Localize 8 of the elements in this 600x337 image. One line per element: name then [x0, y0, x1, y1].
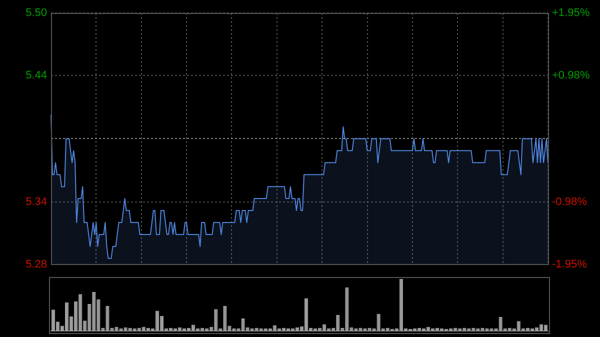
- y2-tick-label: +1.95%: [552, 7, 590, 20]
- y2-tick-label: -0.98%: [552, 196, 588, 208]
- y-tick-label: 5.50: [26, 7, 47, 20]
- y-tick-label: 5.34: [26, 196, 47, 208]
- y-tick-label: 5.28: [26, 258, 47, 270]
- y2-tick-label: +0.98%: [552, 70, 590, 82]
- y-tick-label: 5.44: [26, 69, 47, 82]
- y2-tick-label: -1.95%: [552, 258, 588, 270]
